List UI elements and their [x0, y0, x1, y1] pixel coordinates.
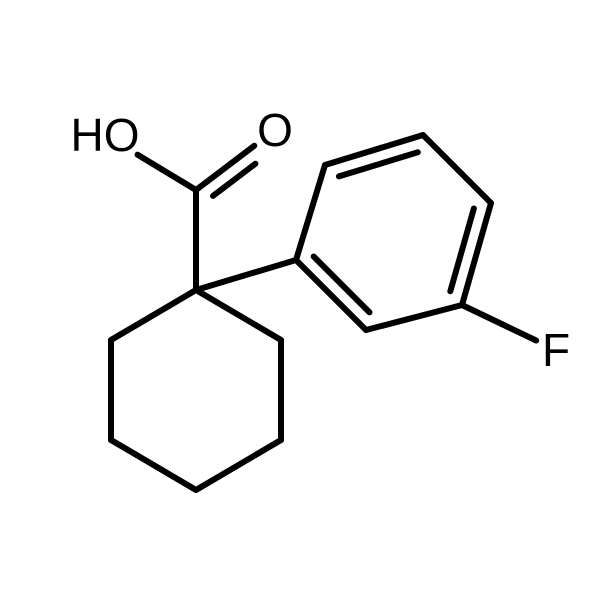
chemical-structure-svg: HO O F [0, 0, 600, 600]
bonds [111, 135, 536, 490]
atom-label-ho: HO [71, 109, 140, 161]
atom-label-odb: O [257, 104, 293, 156]
atom-labels: HO O F [71, 104, 571, 376]
atom-label-f: F [542, 324, 570, 376]
